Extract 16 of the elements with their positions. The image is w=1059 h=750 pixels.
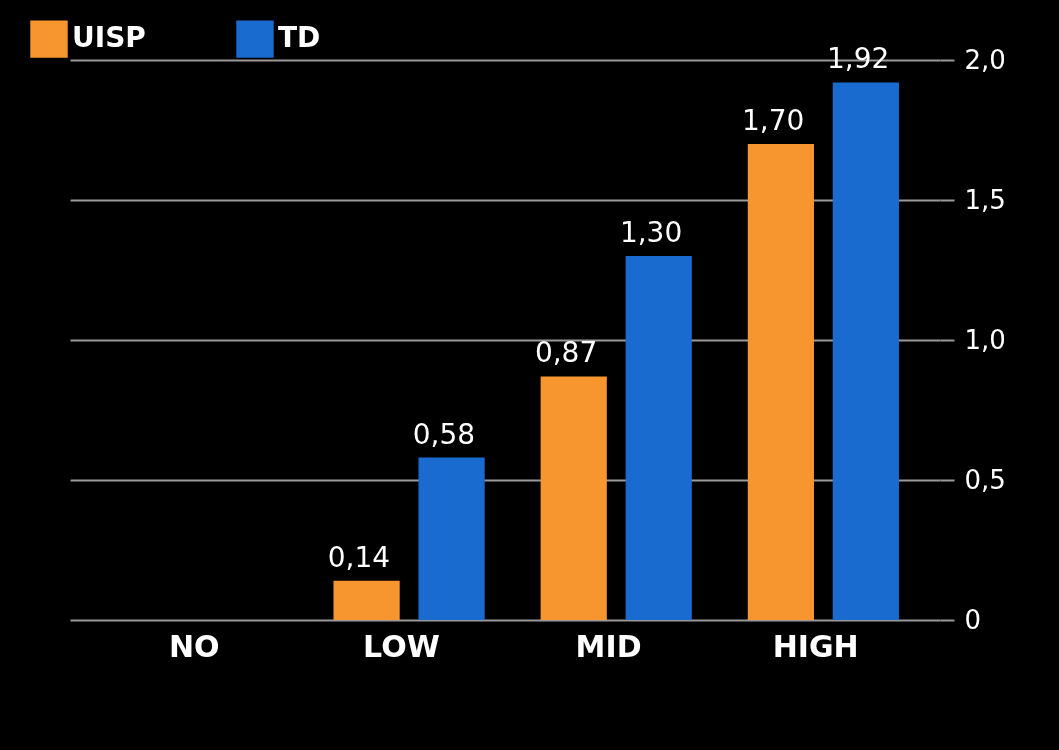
data-label: 0,87: [534, 336, 598, 370]
x-tick-label: HIGH: [772, 628, 859, 664]
x-tick-label: MID: [575, 628, 642, 664]
y-tick-label: 1,5: [964, 184, 1006, 215]
x-tick-label: NO: [168, 628, 220, 664]
data-label: 1,30: [619, 216, 683, 249]
y-tick-label: 0,5: [964, 464, 1006, 495]
y-tick-label: 2,0: [964, 44, 1006, 75]
y-tick-label: 1,0: [964, 324, 1006, 355]
x-tick-label: LOW: [363, 628, 440, 664]
legend-label: TD: [278, 21, 321, 55]
y-tick-label: 0: [964, 604, 982, 635]
data-label: 0,14: [327, 540, 391, 574]
data-label: 1,70: [742, 104, 805, 137]
legend-label: UISP: [72, 21, 146, 55]
data-label: 0,58: [412, 417, 476, 451]
